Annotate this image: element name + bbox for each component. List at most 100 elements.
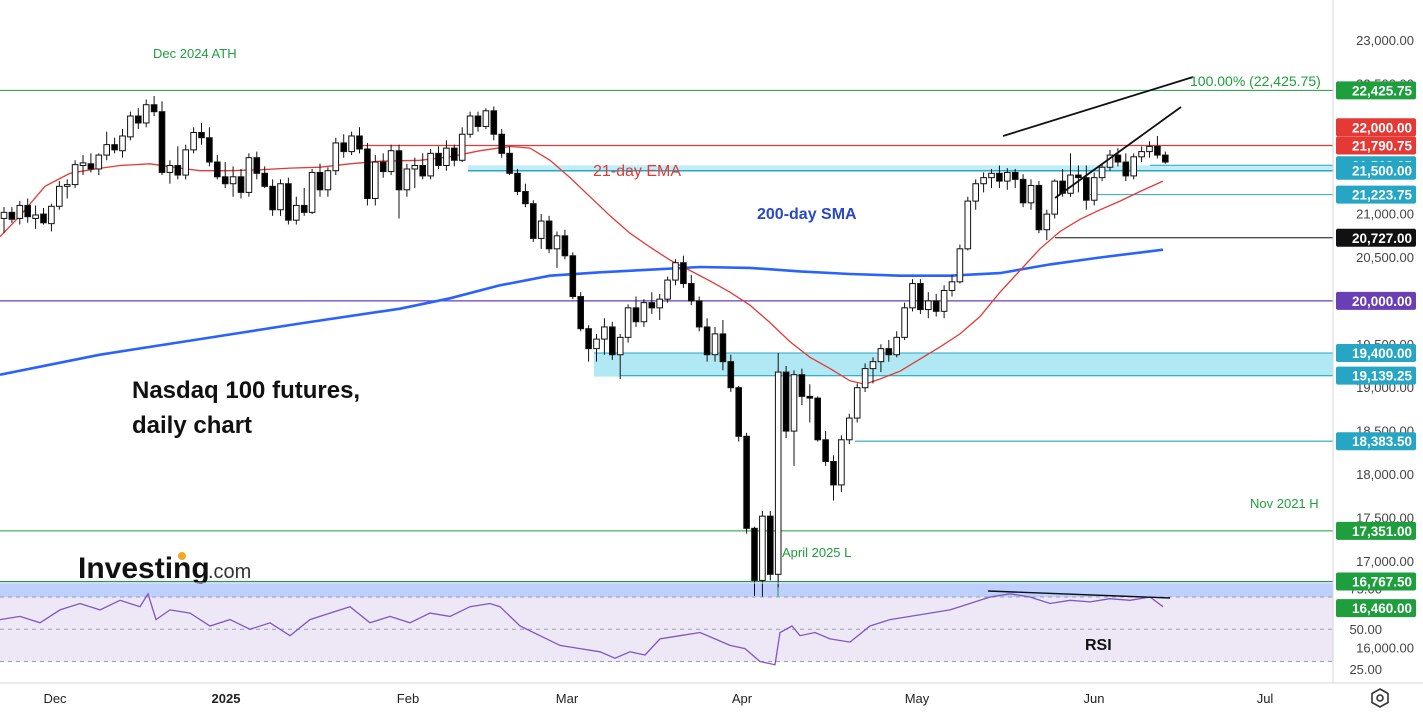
candle[interactable] — [427, 149, 434, 180]
candle[interactable] — [308, 168, 316, 215]
candle[interactable] — [356, 127, 363, 154]
candle[interactable] — [909, 279, 916, 312]
candle[interactable] — [229, 166, 237, 197]
candle[interactable] — [63, 179, 71, 199]
candle[interactable] — [395, 144, 403, 219]
candle[interactable] — [577, 292, 585, 332]
candle[interactable] — [869, 357, 877, 384]
candle[interactable] — [940, 285, 948, 319]
candle[interactable] — [1162, 151, 1169, 164]
candle[interactable] — [846, 413, 853, 445]
candle[interactable] — [853, 383, 861, 423]
candle[interactable] — [174, 146, 182, 180]
candle[interactable] — [1051, 179, 1059, 219]
candle[interactable] — [648, 292, 656, 314]
candle[interactable] — [632, 296, 640, 327]
candle[interactable] — [624, 304, 632, 343]
candle[interactable] — [387, 144, 395, 176]
candle[interactable] — [411, 157, 419, 189]
candle[interactable] — [0, 207, 8, 234]
candle[interactable] — [466, 111, 474, 138]
candle[interactable] — [1043, 209, 1051, 241]
candle[interactable] — [711, 326, 719, 362]
candle[interactable] — [498, 129, 505, 158]
candle[interactable] — [71, 160, 79, 189]
candle[interactable] — [980, 172, 987, 193]
candle[interactable] — [530, 200, 537, 242]
candle[interactable] — [616, 333, 624, 380]
candle[interactable] — [1083, 165, 1090, 210]
candle[interactable] — [877, 344, 885, 373]
candle[interactable] — [316, 163, 324, 197]
candle[interactable] — [443, 140, 450, 171]
candle[interactable] — [640, 299, 648, 327]
candle[interactable] — [474, 111, 482, 132]
candle[interactable] — [956, 244, 964, 284]
candle[interactable] — [206, 127, 213, 167]
candle[interactable] — [340, 134, 347, 158]
candle[interactable] — [601, 318, 608, 355]
candle[interactable] — [16, 201, 24, 225]
candle[interactable] — [972, 179, 980, 210]
candle[interactable] — [1138, 146, 1145, 163]
candle[interactable] — [774, 352, 782, 588]
candle[interactable] — [214, 155, 221, 180]
candle[interactable] — [111, 137, 118, 154]
candle[interactable] — [932, 293, 940, 317]
candle[interactable] — [822, 431, 829, 466]
candle[interactable] — [372, 155, 379, 206]
candle[interactable] — [917, 279, 924, 314]
candle[interactable] — [56, 181, 63, 210]
candle[interactable] — [727, 354, 735, 393]
candle[interactable] — [142, 99, 150, 128]
candle[interactable] — [1154, 135, 1161, 159]
candle[interactable] — [609, 321, 616, 360]
candle[interactable] — [695, 296, 703, 332]
candle[interactable] — [150, 96, 158, 117]
candle[interactable] — [988, 168, 995, 189]
candle[interactable] — [545, 215, 553, 254]
candle[interactable] — [537, 214, 545, 249]
candle[interactable] — [1090, 172, 1098, 206]
candles[interactable] — [0, 96, 1169, 610]
candle[interactable] — [32, 205, 39, 229]
candle[interactable] — [964, 196, 972, 251]
candle[interactable] — [553, 231, 561, 268]
candle[interactable] — [996, 165, 1003, 189]
candle[interactable] — [332, 137, 340, 176]
candle[interactable] — [838, 435, 845, 492]
candle[interactable] — [790, 370, 798, 466]
candle[interactable] — [119, 129, 126, 158]
candle[interactable] — [759, 510, 766, 610]
time-axis[interactable]: Dec 2025 Feb Mar Apr May Jun Jul — [0, 682, 1423, 706]
candle[interactable] — [158, 101, 166, 176]
candle[interactable] — [198, 122, 205, 145]
candle[interactable] — [743, 432, 750, 534]
candle[interactable] — [506, 146, 513, 176]
candle[interactable] — [379, 153, 387, 178]
candle[interactable] — [901, 302, 908, 340]
price-axis[interactable]: 23,000.0022,500.0022,000.0021,500.0021,0… — [1332, 0, 1423, 683]
candle[interactable] — [48, 203, 55, 232]
candle[interactable] — [593, 333, 600, 362]
candle[interactable] — [664, 276, 671, 303]
candle[interactable] — [1011, 168, 1019, 189]
candle[interactable] — [672, 259, 679, 286]
candle[interactable] — [893, 331, 901, 358]
candle[interactable] — [522, 183, 529, 208]
candle[interactable] — [925, 292, 932, 319]
candle[interactable] — [1019, 174, 1027, 208]
candle[interactable] — [1114, 148, 1122, 167]
candle[interactable] — [1122, 153, 1130, 182]
candle[interactable] — [277, 179, 284, 216]
candle[interactable] — [87, 153, 95, 173]
candle[interactable] — [703, 318, 711, 362]
candle[interactable] — [245, 153, 253, 197]
candle[interactable] — [40, 208, 47, 225]
candle[interactable] — [1035, 181, 1043, 234]
candle[interactable] — [782, 366, 790, 439]
candle[interactable] — [403, 163, 411, 197]
candle[interactable] — [1067, 153, 1074, 197]
candle[interactable] — [514, 168, 521, 196]
